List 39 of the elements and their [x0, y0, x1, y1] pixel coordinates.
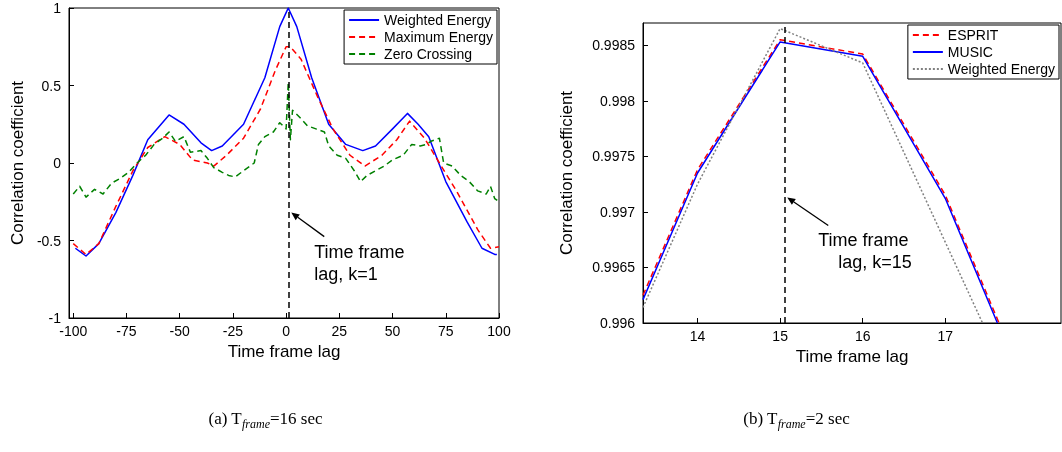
y-tick-label: 0.5 [41, 77, 62, 94]
legend-label: Weighted Energy [947, 61, 1055, 77]
y-tick-label: -1 [48, 310, 62, 326]
x-tick-label: -50 [169, 323, 191, 339]
x-tick-label: 100 [487, 323, 511, 339]
x-axis-title: Time frame lag [795, 346, 909, 366]
x-axis-title: Time frame lag [227, 341, 341, 361]
y-tick-label: 0.998 [599, 92, 636, 109]
x-tick-label: 16 [854, 328, 871, 344]
x-tick-label: -100 [59, 323, 88, 339]
y-tick-label: 0.9965 [592, 259, 636, 276]
line-series [74, 7, 498, 257]
legend-label: Maximum Energy [384, 29, 493, 45]
annotation: Time frame lag, k=15 [818, 230, 912, 273]
line-series [72, 46, 500, 256]
x-tick-label: -25 [222, 323, 244, 339]
x-tick-label: 50 [384, 323, 401, 339]
y-tick-label: 1 [53, 0, 62, 16]
y-axis-title: Correlation coefficient [7, 80, 27, 246]
x-tick-label: 0 [282, 323, 291, 339]
x-tick-label: 75 [437, 323, 454, 339]
legend-label: MUSIC [947, 44, 993, 60]
y-tick-label: 0.9975 [592, 148, 636, 165]
x-tick-label: -75 [116, 323, 137, 339]
x-tick-label: 14 [689, 328, 706, 344]
y-tick-label: 0.996 [599, 315, 636, 331]
x-tick-label: 17 [937, 328, 954, 344]
y-tick-label: 0.997 [599, 203, 636, 220]
legend-label: ESPRIT [947, 27, 999, 43]
y-tick-label: -0.5 [36, 232, 62, 249]
x-tick-label: 15 [772, 328, 789, 344]
y-axis-title: Correlation coefficient [557, 90, 576, 256]
legend-label: Weighted Energy [384, 12, 492, 28]
annotation: Time frame lag, k=1 [314, 241, 405, 284]
y-tick-label: 0.9985 [592, 37, 636, 54]
legend-label: Zero Crossing [384, 46, 472, 62]
x-tick-label: 25 [331, 323, 348, 339]
line-series [72, 81, 500, 203]
y-tick-label: 0 [53, 155, 62, 171]
